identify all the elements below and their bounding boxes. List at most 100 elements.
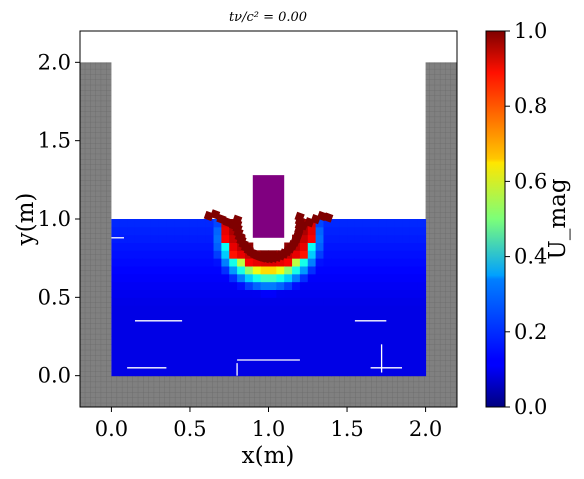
soil-cell bbox=[197, 367, 207, 377]
soil-cell bbox=[378, 234, 387, 243]
soil-cell bbox=[307, 297, 317, 306]
soil-cell bbox=[166, 352, 175, 361]
soil-cell bbox=[134, 352, 144, 361]
soil-cell bbox=[299, 297, 309, 306]
soil-cell bbox=[197, 281, 207, 290]
soil-cell bbox=[260, 266, 269, 275]
soil-cell bbox=[260, 273, 269, 283]
soil-cell bbox=[189, 367, 199, 377]
soil-cell bbox=[339, 320, 348, 330]
soil-cell bbox=[386, 242, 395, 251]
soil-cell bbox=[307, 360, 317, 369]
soil-cell bbox=[347, 328, 356, 337]
soil-cell bbox=[402, 266, 411, 275]
soil-cell bbox=[331, 313, 340, 322]
soil-cell bbox=[189, 226, 199, 236]
soil-cell bbox=[158, 234, 167, 243]
soil-cell bbox=[292, 344, 301, 353]
soil-cell bbox=[323, 320, 332, 330]
soil-cell bbox=[362, 242, 372, 251]
soil-cell bbox=[339, 297, 348, 306]
soil-cell bbox=[119, 273, 128, 283]
soil-cell bbox=[402, 352, 411, 361]
soil-cell bbox=[394, 258, 403, 267]
soil-cell bbox=[244, 352, 254, 361]
soil-cell bbox=[315, 250, 324, 259]
soil-cell bbox=[158, 281, 167, 290]
soil-cell bbox=[409, 273, 419, 283]
soil-cell bbox=[307, 250, 317, 259]
x-tick-label: 2.0 bbox=[409, 417, 442, 441]
soil-cell bbox=[292, 360, 301, 369]
soil-cell bbox=[166, 313, 175, 322]
soil-cell bbox=[205, 289, 215, 298]
soil-cell bbox=[237, 352, 246, 361]
soil-cell bbox=[354, 289, 364, 298]
soil-cell bbox=[268, 352, 277, 361]
soil-cell bbox=[182, 328, 191, 337]
soil-cell bbox=[134, 226, 144, 236]
soil-cell bbox=[150, 352, 160, 361]
y-axis-label: y(m) bbox=[13, 193, 39, 247]
soil-cell bbox=[409, 352, 419, 361]
soil-cell bbox=[331, 305, 340, 314]
soil-cell bbox=[331, 367, 340, 377]
soil-cell bbox=[409, 289, 419, 298]
soil-cell bbox=[119, 242, 128, 251]
soil-cell bbox=[394, 360, 403, 369]
soil-cell bbox=[378, 266, 387, 275]
soil-cell bbox=[213, 352, 222, 361]
soil-cell bbox=[339, 219, 348, 228]
soil-cell bbox=[111, 352, 120, 361]
soil-cell bbox=[362, 266, 372, 275]
soil-cell bbox=[378, 258, 387, 267]
soil-cell bbox=[134, 289, 144, 298]
soil-cell bbox=[268, 258, 277, 267]
soil-cell bbox=[323, 305, 332, 314]
soil-cell bbox=[205, 273, 215, 283]
soil-cell bbox=[370, 250, 379, 259]
soil-cell bbox=[229, 289, 238, 298]
soil-cell bbox=[276, 258, 285, 267]
soil-cell bbox=[315, 360, 324, 369]
soil-cell bbox=[417, 297, 427, 306]
soil-cell bbox=[221, 360, 230, 369]
soil-cell bbox=[142, 344, 152, 353]
soil-cell bbox=[315, 305, 324, 314]
soil-cell bbox=[323, 219, 332, 228]
soil-cell bbox=[252, 289, 262, 298]
soil-cell bbox=[174, 289, 183, 298]
soil-cell bbox=[378, 219, 387, 228]
soil-cell bbox=[229, 360, 238, 369]
soil-cell bbox=[354, 320, 364, 330]
soil-cell bbox=[268, 281, 277, 290]
soil-cell bbox=[197, 234, 207, 243]
soil-cell bbox=[119, 219, 128, 228]
x-axis-label: x(m) bbox=[242, 443, 295, 469]
soil-cell bbox=[244, 344, 254, 353]
soil-cell bbox=[276, 289, 285, 298]
soil-cell bbox=[386, 336, 395, 345]
soil-cell bbox=[158, 273, 167, 283]
soil-cell bbox=[260, 320, 269, 330]
y-tick-label: 2.0 bbox=[38, 50, 71, 74]
soil-cell bbox=[205, 242, 215, 251]
soil-cell bbox=[402, 367, 411, 377]
soil-cell bbox=[127, 273, 136, 283]
soil-cell bbox=[276, 352, 285, 361]
soil-cell bbox=[174, 297, 183, 306]
soil-cell bbox=[111, 281, 120, 290]
soil-cell bbox=[394, 305, 403, 314]
soil-cell bbox=[142, 320, 152, 330]
soil-cell bbox=[182, 320, 191, 330]
soil-cell bbox=[221, 273, 230, 283]
soil-cell bbox=[394, 297, 403, 306]
soil-cell bbox=[354, 344, 364, 353]
soil-cell bbox=[252, 297, 262, 306]
soil-cell bbox=[394, 250, 403, 259]
soil-cell bbox=[299, 266, 309, 275]
soil-cell bbox=[127, 352, 136, 361]
soil-cell bbox=[362, 258, 372, 267]
soil-cell bbox=[331, 336, 340, 345]
soil-cell bbox=[221, 281, 230, 290]
